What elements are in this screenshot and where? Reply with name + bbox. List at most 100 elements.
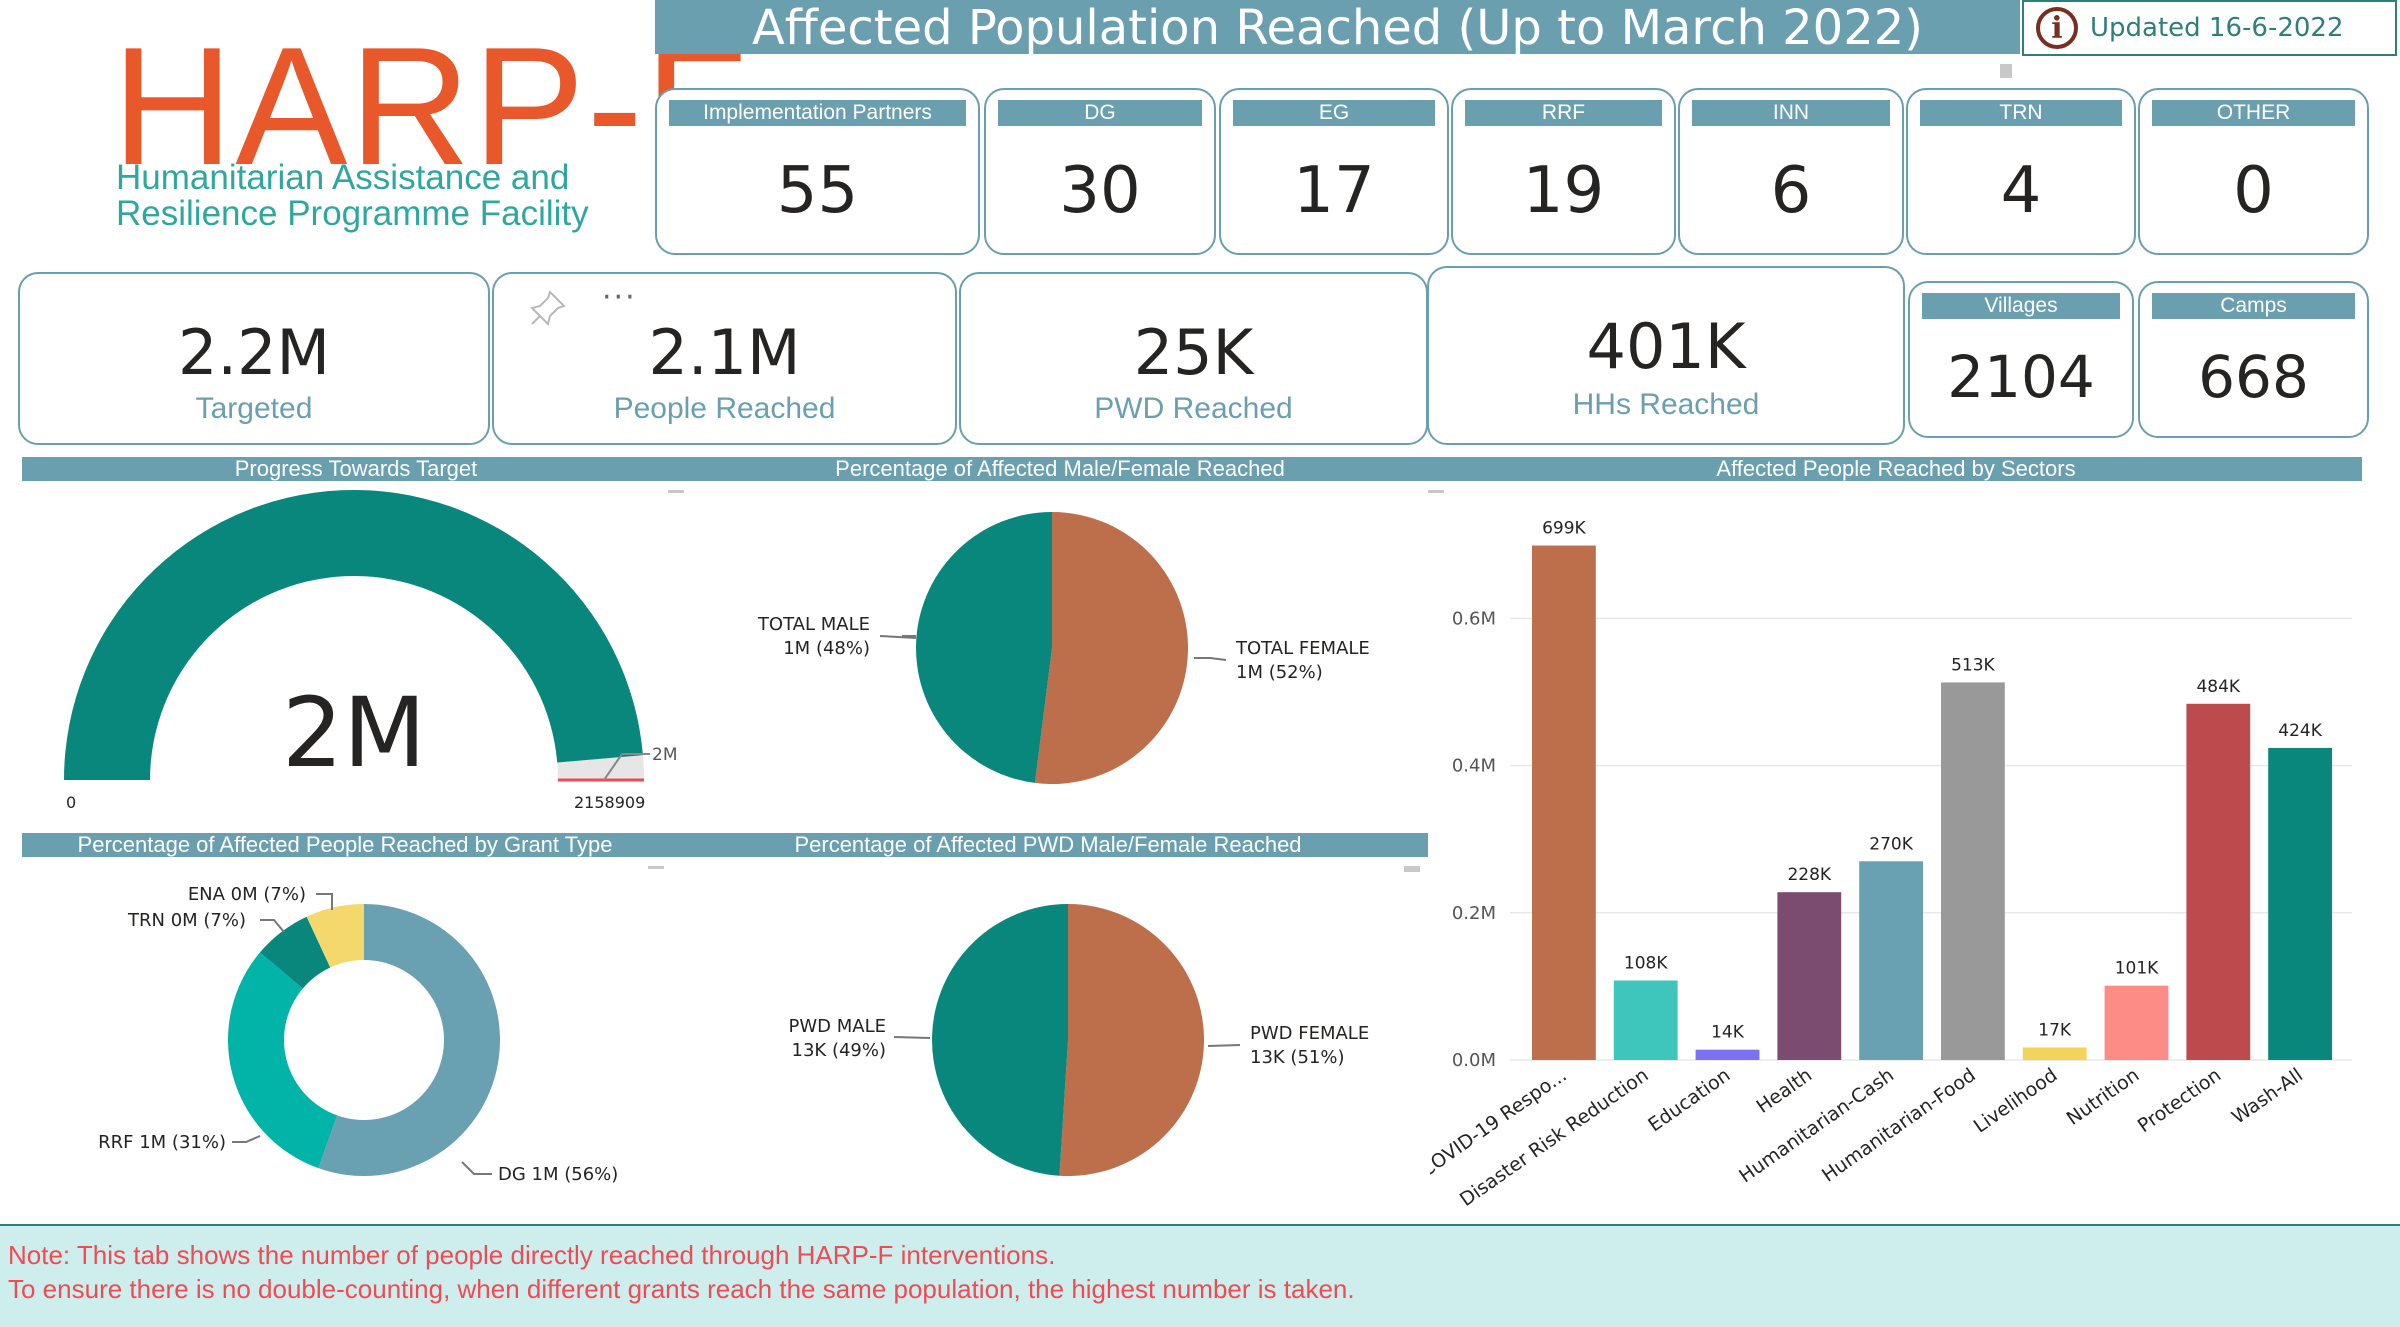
kpi-hhs-reached[interactable]: 401K HHs Reached (1427, 266, 1905, 445)
card-dg[interactable]: DG 30 (984, 88, 1216, 255)
kpi-value: 2.2M (177, 316, 331, 389)
gauge-target-label: 2M (652, 745, 677, 765)
collapse-handle[interactable] (648, 866, 664, 869)
leader-male-line (879, 635, 917, 639)
card-label: OTHER (2152, 100, 2355, 126)
card-other[interactable]: OTHER 0 (2138, 88, 2369, 255)
card-inn[interactable]: INN 6 (1678, 88, 1904, 255)
bar[interactable] (2022, 1047, 2087, 1060)
section-title-sectors: Affected People Reached by Sectors (1430, 457, 2362, 481)
grant-slice-1[interactable] (227, 952, 338, 1169)
leader-pwd-female (1207, 1044, 1241, 1047)
label-pwd-female-line1: PWD FEMALE (1250, 1023, 1369, 1044)
bar[interactable] (2268, 747, 2333, 1060)
y-tick-label: 0.2M (1452, 903, 1496, 924)
page-title: Affected Population Reached (Up to March… (655, 0, 2020, 56)
card-eg[interactable]: EG 17 (1219, 88, 1449, 255)
note-panel: Note: This tab shows the number of peopl… (0, 1224, 2400, 1327)
info-icon: i (2036, 7, 2078, 49)
label-ena: ENA 0M (7%) (188, 884, 306, 905)
bar[interactable] (1613, 980, 1678, 1060)
bar[interactable] (2186, 703, 2251, 1060)
data-label: 108K (1624, 954, 1668, 974)
kpi-label: People Reached (613, 392, 836, 425)
gender-slice-0[interactable] (1034, 512, 1188, 784)
card-value: 19 (1522, 154, 1605, 228)
kpi-label: PWD Reached (1094, 392, 1293, 425)
data-label: 228K (1787, 865, 1831, 885)
card-label: Villages (1922, 293, 2120, 319)
bar[interactable] (1859, 861, 1924, 1060)
collapse-handle[interactable] (668, 490, 684, 493)
label-pwd-male-line2: 13K (49%) (792, 1040, 886, 1061)
collapse-handle[interactable] (1428, 490, 1444, 493)
data-label: 513K (1951, 655, 1995, 675)
label-dg: DG 1M (56%) (498, 1164, 618, 1185)
card-value: 0 (2233, 154, 2274, 228)
pwd-slice-1[interactable] (932, 904, 1068, 1176)
card-label: EG (1233, 100, 1435, 126)
note-line2: To ensure there is no double-counting, w… (8, 1274, 1355, 1304)
card-rrf[interactable]: RRF 19 (1451, 88, 1676, 255)
kpi-value: 25K (1133, 316, 1254, 389)
grant-slice-2[interactable] (259, 916, 331, 989)
bar[interactable] (1695, 1049, 1760, 1060)
kpi-label: HHs Reached (1572, 388, 1760, 421)
bar[interactable] (1941, 682, 2005, 1060)
card-label: INN (1692, 100, 1890, 126)
card-camps[interactable]: Camps 668 (2138, 281, 2369, 438)
card-value: 55 (776, 154, 859, 228)
label-female-line2: 1M (52%) (1236, 662, 1323, 683)
logo-title: HARP-F (112, 12, 750, 200)
card-label: RRF (1465, 100, 1662, 126)
bar[interactable] (1532, 545, 1596, 1060)
data-label: 101K (2115, 959, 2159, 979)
kpi-value: 2.1M (648, 316, 801, 389)
pin-icon[interactable] (528, 288, 568, 328)
logo-subtitle-line2: Resilience Programme Facility (116, 194, 589, 233)
data-label: 14K (1711, 1023, 1745, 1043)
category-label: Health (1752, 1064, 1816, 1118)
more-options-icon[interactable]: ··· (602, 280, 637, 315)
collapse-handle[interactable] (1404, 866, 1420, 872)
card-villages[interactable]: Villages 2104 (1908, 281, 2134, 438)
y-tick-label: 0.6M (1452, 608, 1496, 629)
category-label: Livelihood (1970, 1064, 2062, 1137)
label-male-line2: 1M (48%) (783, 638, 870, 659)
card-label: Camps (2152, 293, 2355, 319)
data-label: 17K (2038, 1020, 2072, 1040)
section-title-pwd: Percentage of Affected PWD Male/Female R… (668, 833, 1428, 857)
grant-slice-0[interactable] (318, 904, 501, 1176)
gauge-center-value: 2M (282, 677, 426, 789)
kpi-people-reached[interactable]: ··· 2.1M People Reached (492, 272, 957, 445)
data-label: 484K (2196, 677, 2240, 697)
scroll-marker (2000, 64, 2012, 78)
grant-donut-chart: DG 1M (56%) RRF 1M (31%) TRN 0M (7%) ENA… (98, 884, 618, 1185)
card-value: 17 (1293, 154, 1375, 228)
gender-pie-chart: TOTAL FEMALE 1M (52%) TOTAL MALE 1M (48%… (757, 512, 1370, 784)
label-rrf: RRF 1M (31%) (98, 1132, 226, 1153)
label-trn: TRN 0M (7%) (127, 910, 246, 931)
category-label: Humanitarian-Cash (1735, 1064, 1898, 1187)
bar[interactable] (1777, 892, 1842, 1060)
sector-bar-chart: 0.0M 0.2M 0.4M 0.6M 699K 108K 14K 228K 270K 513K… (1430, 519, 2352, 1211)
kpi-pwd-reached[interactable]: 25K PWD Reached (959, 272, 1428, 445)
grant-slice-3[interactable] (306, 904, 364, 968)
card-label: Implementation Partners (669, 100, 966, 126)
updated-text: Updated 16-6-2022 (2090, 13, 2344, 43)
logo-subtitle-line1: Humanitarian Assistance and (116, 158, 570, 197)
card-value: 30 (1059, 154, 1141, 228)
updated-badge[interactable]: i Updated 16-6-2022 (2022, 0, 2397, 56)
bar[interactable] (2104, 985, 2169, 1060)
leader-trn (260, 919, 285, 933)
section-title-gender: Percentage of Affected Male/Female Reach… (690, 457, 1430, 481)
card-implementation-partners[interactable]: Implementation Partners 55 (655, 88, 980, 255)
pwd-slice-0[interactable] (1059, 904, 1205, 1176)
card-trn[interactable]: TRN 4 (1906, 88, 2136, 255)
gender-slice-1[interactable] (915, 512, 1052, 783)
category-label: Education (1644, 1064, 1734, 1136)
gauge-fill (64, 490, 643, 780)
kpi-targeted[interactable]: 2.2M Targeted (18, 272, 490, 445)
gauge-chart: 2M 2M 0 2158909 (64, 490, 677, 812)
label-pwd-male-line1: PWD MALE (789, 1016, 886, 1037)
